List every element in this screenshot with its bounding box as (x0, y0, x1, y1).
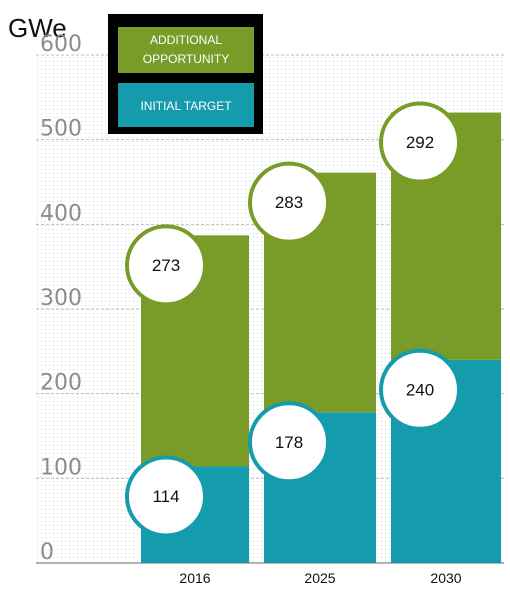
y-tick-label: 600 (40, 32, 82, 57)
unit-label: GWe (8, 13, 67, 43)
x-axis-ticks: 2016 2025 2030 (179, 570, 461, 586)
legend-swatch-initial-target (118, 83, 254, 127)
data-label-initial-target-bubble (379, 348, 461, 431)
y-tick-label: 300 (40, 286, 82, 311)
data-label-initial-target-bubble (125, 455, 207, 538)
x-tick-label: 2016 (179, 570, 210, 586)
y-axis-ticks: 0 100 200 300 400 500 600 (40, 32, 82, 565)
data-labels: 114 273 178 283 240 292 (125, 101, 461, 538)
y-tick-label: 200 (40, 371, 82, 396)
y-tick-label: 0 (40, 540, 54, 565)
data-label-additional-opportunity-bubble (379, 101, 461, 184)
legend-swatch-additional-opportunity (118, 27, 254, 73)
data-label-initial-target: 240 (406, 380, 434, 399)
data-label-additional-opportunity: 283 (275, 193, 303, 212)
data-label-initial-target-bubble (248, 401, 330, 484)
data-label-additional-opportunity-bubble (125, 224, 207, 307)
y-tick-label: 100 (40, 455, 82, 480)
x-tick-label: 2030 (430, 570, 461, 586)
legend-label-additional-line1: ADDITIONAL (150, 33, 222, 47)
y-tick-label: 500 (40, 117, 82, 142)
data-label-initial-target: 178 (275, 433, 303, 452)
data-label-additional-opportunity: 273 (152, 256, 180, 275)
legend-label-initial-target: INITIAL TARGET (140, 99, 232, 113)
data-label-additional-opportunity: 292 (406, 133, 434, 152)
data-label-additional-opportunity-bubble (248, 161, 330, 244)
data-label-initial-target: 114 (152, 487, 179, 506)
y-tick-label: 400 (40, 201, 82, 226)
legend-label-additional-line2: OPPORTUNITY (143, 52, 229, 66)
x-tick-label: 2025 (304, 570, 335, 586)
legend: ADDITIONAL OPPORTUNITY INITIAL TARGET (108, 14, 263, 134)
